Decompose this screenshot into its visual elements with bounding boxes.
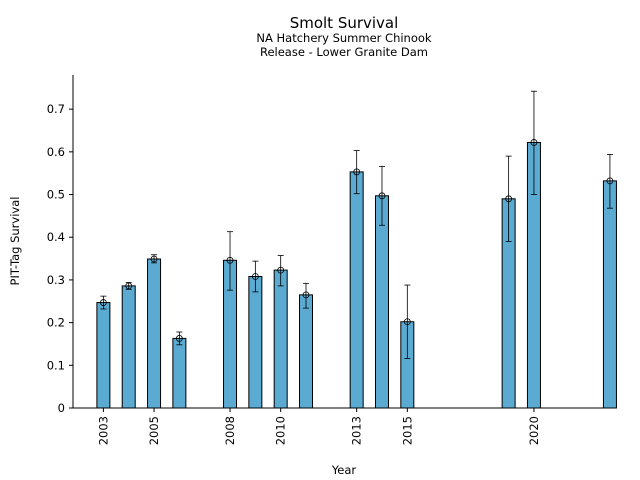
point-2003 <box>99 299 107 306</box>
y-tick-label: 0.3 <box>47 273 65 287</box>
point-2005 <box>150 255 158 263</box>
y-tick-label: 0.4 <box>47 230 65 244</box>
bar-2010 <box>273 269 288 409</box>
bar-2014 <box>374 195 389 409</box>
y-tick-label: 0.5 <box>47 188 65 202</box>
chart-subtitle-line-2: Release - Lower Granite Dam <box>260 45 428 59</box>
chart-title: Smolt Survival <box>290 14 399 32</box>
point-2020 <box>530 139 538 146</box>
point-2013 <box>353 168 361 176</box>
point-2011 <box>302 291 310 299</box>
y-axis-label: PIT-Tag Survival <box>8 197 22 286</box>
bar-2005 <box>147 258 162 409</box>
bar-2023 <box>602 180 617 409</box>
point-2006 <box>175 335 183 342</box>
bar-2011 <box>299 294 314 409</box>
bar-2009 <box>248 276 263 409</box>
x-tick-label: 2005 <box>147 416 161 445</box>
x-tick-label: 2015 <box>400 416 414 445</box>
bar-2013 <box>349 171 364 409</box>
x-tick-label: 2013 <box>350 416 364 445</box>
point-2008 <box>226 256 234 264</box>
y-tick-label: 0.2 <box>47 316 65 330</box>
point-2015 <box>403 318 411 326</box>
y-tick-label: 0.1 <box>47 358 65 372</box>
y-tick-label: 0.6 <box>47 145 65 159</box>
point-2019 <box>505 195 513 203</box>
point-2014 <box>378 192 386 200</box>
x-tick-label: 2008 <box>223 416 237 445</box>
chart-subtitle-line-1: NA Hatchery Summer Chinook <box>256 31 432 45</box>
point-2023 <box>606 177 614 185</box>
bar-2004 <box>121 285 136 409</box>
x-tick-label: 2010 <box>274 416 288 445</box>
point-2010 <box>277 266 285 274</box>
x-tick-label: 2003 <box>96 416 110 445</box>
point-2004 <box>125 282 133 290</box>
y-tick-label: 0 <box>58 401 65 415</box>
point-2009 <box>251 273 259 280</box>
axes-layer: 0 0.1 0.2 0.3 0.4 0.5 0.6 0.7 2003 2005 2008 2010 20… <box>47 75 615 445</box>
y-tick-label: 0.7 <box>47 102 65 116</box>
bar-2006 <box>172 337 187 409</box>
bars-layer <box>96 90 617 409</box>
x-axis-label: Year <box>331 463 357 477</box>
x-tick-label: 2020 <box>527 416 541 445</box>
bar-2003 <box>96 302 111 409</box>
